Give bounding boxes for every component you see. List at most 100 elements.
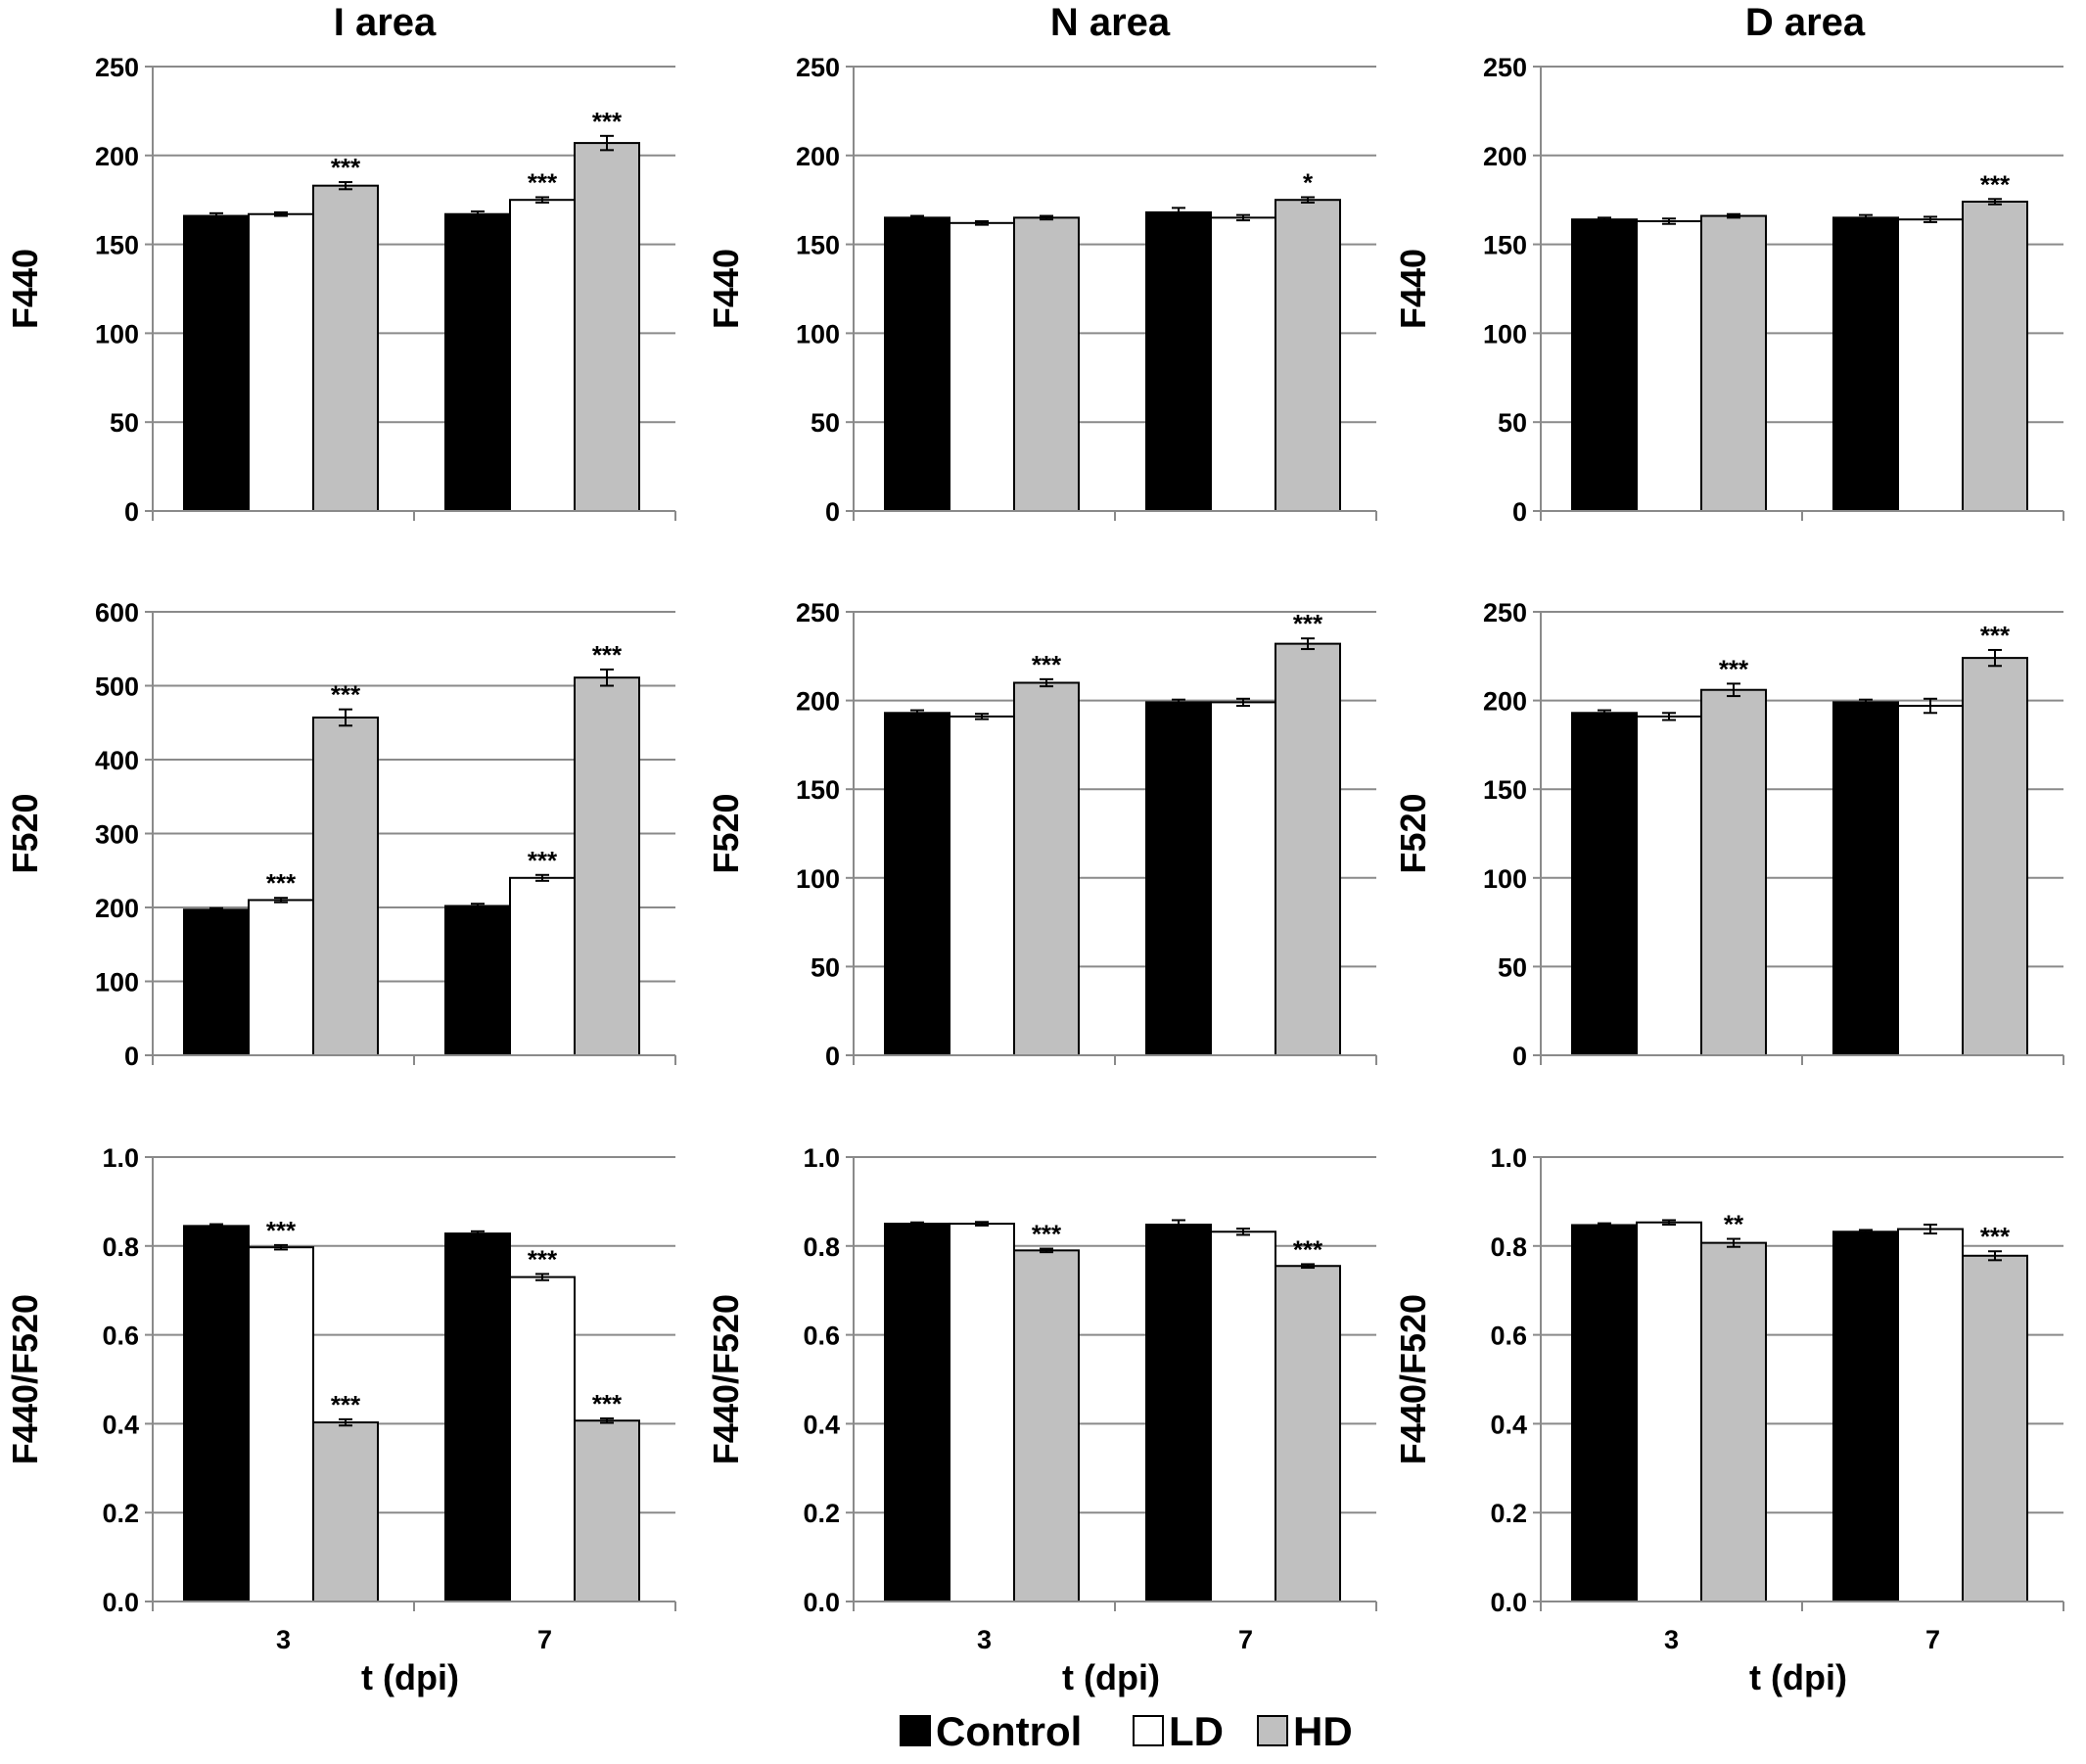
D-F520-bar-control-7 xyxy=(1832,701,1899,1056)
N-F440-bar-ld-3 xyxy=(949,221,1015,512)
N-F440-bar-hd-7 xyxy=(1275,199,1341,512)
N-F520-significance-hd-7: *** xyxy=(1293,609,1323,638)
D-ratio-xtick-label-7: 7 xyxy=(1925,1625,1940,1654)
N-ratio-ytick-label-4: 0.8 xyxy=(803,1232,840,1262)
D-ratio-bar-hd-3 xyxy=(1700,1241,1767,1602)
N-ratio-bar-ld-7 xyxy=(1210,1230,1276,1602)
I-ratio-y-axis-title: F440/F520 xyxy=(5,1294,45,1464)
legend-label-hd: HD xyxy=(1293,1708,1353,1754)
D-F440-ytick-label-0: 0 xyxy=(1512,497,1527,527)
I-F520-bar-ld-3 xyxy=(248,899,314,1057)
N-ratio-bar-ld-3 xyxy=(949,1223,1015,1602)
D-ratio-ytick-label-4: 0.8 xyxy=(1490,1232,1527,1262)
D-ratio-xtick-label-3: 3 xyxy=(1664,1625,1679,1654)
D-F520-ytick-label-3: 150 xyxy=(1483,775,1527,805)
N-F440-bar-control-3 xyxy=(884,216,950,513)
D-ratio-ytick-label-0: 0.0 xyxy=(1490,1588,1527,1617)
D-ratio-bar-ld-7 xyxy=(1897,1228,1964,1602)
N-F440-ytick-label-0: 0 xyxy=(825,497,840,527)
I-F440-bar-hd-7 xyxy=(574,142,640,512)
I-F520-significance-hd-3: *** xyxy=(331,680,361,710)
N-ratio-bar-control-3 xyxy=(884,1223,950,1602)
N-F520-bar-control-7 xyxy=(1145,701,1212,1056)
N-F520-bar-control-3 xyxy=(884,712,950,1056)
D-ratio-ytick-label-2: 0.4 xyxy=(1490,1410,1527,1439)
D-ratio-ytick-label-5: 1.0 xyxy=(1490,1143,1527,1173)
N-ratio-significance-hd-3: *** xyxy=(1032,1220,1062,1249)
N-F520-ytick-label-0: 0 xyxy=(825,1042,840,1071)
D-F520-ytick-label-0: 0 xyxy=(1512,1042,1527,1071)
D-ratio-bar-ld-3 xyxy=(1636,1221,1702,1603)
I-F520-ytick-label-2: 200 xyxy=(95,894,139,923)
I-ratio-ytick-label-3: 0.6 xyxy=(102,1322,139,1351)
I-F440-significance-hd-3: *** xyxy=(331,153,361,182)
legend-swatch-ld xyxy=(1133,1715,1164,1746)
D-F520-bar-ld-7 xyxy=(1897,705,1964,1056)
D-F440-ytick-label-4: 200 xyxy=(1483,142,1527,171)
D-F520-bar-control-3 xyxy=(1571,712,1638,1056)
D-ratio-bar-control-7 xyxy=(1832,1230,1899,1602)
N-ratio-xtick-label-3: 3 xyxy=(977,1625,992,1654)
D-F520-ytick-label-1: 50 xyxy=(1498,952,1527,982)
I-ratio-ytick-label-5: 1.0 xyxy=(102,1143,139,1173)
N-F520-bar-ld-3 xyxy=(949,715,1015,1057)
D-F520-bar-ld-3 xyxy=(1636,715,1702,1057)
N-F520-bar-hd-7 xyxy=(1275,642,1341,1057)
D-F520-bar-hd-3 xyxy=(1700,688,1767,1057)
N-ratio-ytick-label-2: 0.4 xyxy=(803,1410,840,1439)
I-ratio-xtick-label-3: 3 xyxy=(276,1625,291,1654)
I-F440-bar-ld-3 xyxy=(248,212,314,512)
N-F440-ytick-label-5: 250 xyxy=(796,53,840,82)
D-F520-ytick-label-5: 250 xyxy=(1483,598,1527,627)
N-F520-y-axis-title: F520 xyxy=(706,793,746,873)
D-F440-bar-control-3 xyxy=(1571,218,1638,512)
N-ratio-ytick-label-5: 1.0 xyxy=(803,1143,840,1173)
N-F440-bar-hd-3 xyxy=(1013,216,1080,513)
I-F440-significance-ld-7: *** xyxy=(528,167,558,197)
N-ratio-bar-control-7 xyxy=(1145,1224,1212,1603)
N-F440-significance-hd-7: * xyxy=(1303,167,1314,197)
I-ratio-significance-ld-3: *** xyxy=(266,1216,297,1245)
D-F440-y-axis-title: F440 xyxy=(1393,249,1433,329)
D-ratio-significance-hd-7: *** xyxy=(1980,1222,2011,1251)
I-ratio-ytick-label-4: 0.8 xyxy=(102,1232,139,1262)
D-F440-ytick-label-2: 100 xyxy=(1483,319,1527,348)
I-ratio-significance-ld-7: *** xyxy=(528,1244,558,1274)
I-ratio-ytick-label-1: 0.2 xyxy=(102,1499,139,1528)
D-F440-ytick-label-1: 50 xyxy=(1498,408,1527,438)
I-F520-bar-hd-3 xyxy=(312,716,379,1057)
N-F520-ytick-label-3: 150 xyxy=(796,775,840,805)
N-ratio-ytick-label-1: 0.2 xyxy=(803,1499,840,1528)
I-ratio-bar-ld-7 xyxy=(509,1276,576,1602)
I-ratio-ytick-label-2: 0.4 xyxy=(102,1410,139,1439)
D-ratio-y-axis-title: F440/F520 xyxy=(1393,1294,1433,1464)
N-F520-bar-ld-7 xyxy=(1210,701,1276,1056)
legend-label-control: Control xyxy=(936,1708,1082,1754)
I-F520-bar-control-7 xyxy=(444,905,511,1056)
D-ratio-ytick-label-3: 0.6 xyxy=(1490,1322,1527,1351)
N-ratio-bar-hd-3 xyxy=(1013,1249,1080,1602)
D-F440-bar-ld-3 xyxy=(1636,219,1702,512)
I-ratio-bar-control-3 xyxy=(183,1225,250,1602)
N-ratio-y-axis-title: F440/F520 xyxy=(706,1294,746,1464)
I-F520-ytick-label-3: 300 xyxy=(95,820,139,850)
I-ratio-bar-hd-7 xyxy=(574,1419,640,1603)
N-F520-ytick-label-5: 250 xyxy=(796,598,840,627)
N-F440-ytick-label-4: 200 xyxy=(796,142,840,171)
N-F440-ytick-label-1: 50 xyxy=(811,408,840,438)
N-ratio-significance-hd-7: *** xyxy=(1293,1234,1323,1264)
I-ratio-bar-hd-3 xyxy=(312,1421,379,1602)
D-F520-ytick-label-2: 100 xyxy=(1483,864,1527,894)
I-ratio-significance-hd-3: *** xyxy=(331,1390,361,1419)
I-F520-ytick-label-1: 100 xyxy=(95,968,139,998)
D-F520-y-axis-title: F520 xyxy=(1393,793,1433,873)
N-ratio-x-axis-title: t (dpi) xyxy=(1062,1657,1160,1697)
column-title-1: N area xyxy=(1050,1,1171,44)
D-F520-bar-hd-7 xyxy=(1962,657,2028,1056)
N-F520-ytick-label-4: 200 xyxy=(796,687,840,717)
N-ratio-xtick-label-7: 7 xyxy=(1238,1625,1253,1654)
I-F440-ytick-label-5: 250 xyxy=(95,53,139,82)
I-F440-ytick-label-2: 100 xyxy=(95,319,139,348)
I-F520-ytick-label-5: 500 xyxy=(95,673,139,702)
I-F440-bar-ld-7 xyxy=(509,199,576,512)
